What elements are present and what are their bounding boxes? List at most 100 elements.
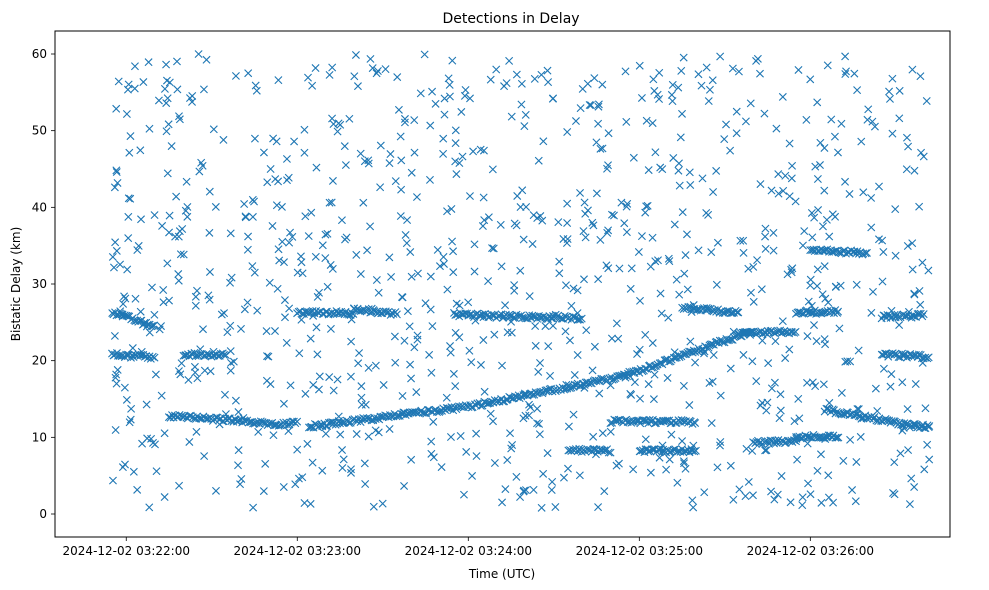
detection-point: [543, 449, 552, 458]
detection-point: [421, 299, 430, 308]
detection-point: [592, 138, 601, 147]
detection-point: [836, 281, 845, 290]
detection-point: [357, 382, 366, 391]
detection-point: [868, 287, 877, 296]
detection-point: [352, 250, 361, 259]
detection-point: [429, 453, 438, 462]
detection-point: [281, 313, 289, 322]
detection-point: [685, 401, 694, 410]
detection-point: [185, 94, 194, 103]
detection-point: [171, 232, 180, 241]
detection-point: [670, 220, 679, 229]
detection-point: [254, 427, 263, 436]
detection-point: [764, 359, 773, 368]
detection-point: [831, 282, 840, 291]
detection-point: [563, 218, 572, 227]
detection-point: [519, 235, 528, 244]
detection-point: [574, 315, 583, 324]
detection-point: [183, 212, 192, 221]
detection-point: [364, 159, 373, 168]
detection-point: [496, 220, 505, 229]
detection-point: [517, 79, 526, 88]
detection-point: [428, 322, 437, 331]
detection-point: [154, 96, 163, 105]
detection-point: [150, 211, 159, 220]
detection-point: [667, 430, 676, 439]
detection-point: [126, 194, 135, 203]
detection-point: [236, 324, 245, 333]
detection-point: [219, 135, 228, 144]
detection-point: [674, 166, 683, 175]
detection-point: [426, 121, 435, 130]
detection-point: [470, 240, 479, 249]
detection-point: [400, 481, 409, 490]
detection-point: [598, 429, 607, 438]
detection-point: [752, 377, 761, 386]
detection-point: [273, 284, 282, 293]
detection-point: [818, 290, 827, 299]
detection-point: [367, 304, 376, 313]
detection-point: [633, 350, 642, 359]
detection-point: [554, 218, 563, 227]
detection-point: [688, 348, 697, 357]
detection-point: [770, 495, 779, 504]
detection-point: [637, 93, 646, 102]
detection-point: [644, 380, 653, 389]
detection-point: [853, 405, 862, 414]
detection-point: [445, 92, 454, 101]
detection-point: [318, 422, 327, 431]
detection-point: [266, 380, 275, 389]
detection-point: [240, 200, 249, 208]
detection-point: [206, 367, 215, 376]
detection-point: [609, 211, 618, 220]
detection-point: [138, 320, 147, 329]
detection-point: [227, 273, 236, 282]
detection-point: [120, 292, 129, 301]
detection-point: [732, 107, 741, 116]
detection-point: [211, 202, 220, 211]
detection-point: [664, 313, 673, 322]
detection-point: [387, 272, 396, 281]
detection-point: [825, 232, 834, 241]
detection-point: [110, 331, 119, 340]
detection-point: [525, 411, 534, 420]
detection-point: [702, 303, 711, 312]
detection-point: [823, 61, 832, 70]
detection-point: [448, 237, 457, 246]
detection-point: [925, 422, 934, 431]
detection-point: [626, 284, 635, 293]
detection-point: [124, 212, 133, 221]
detection-point: [811, 382, 820, 391]
detection-point: [853, 86, 862, 95]
detection-point: [112, 166, 121, 175]
detection-point: [124, 194, 133, 203]
detection-point: [546, 371, 555, 380]
detection-point: [191, 301, 200, 310]
detection-point: [615, 264, 624, 273]
detection-point: [786, 498, 795, 507]
detection-point: [433, 245, 442, 254]
detection-point: [536, 212, 545, 221]
detection-point: [407, 374, 416, 383]
detection-point: [625, 367, 634, 376]
detection-point: [903, 405, 912, 414]
detection-point: [405, 322, 414, 331]
detection-point: [761, 244, 770, 253]
detection-point: [783, 270, 792, 279]
detection-point: [309, 380, 318, 389]
detection-point: [126, 415, 135, 424]
detection-point: [124, 234, 133, 243]
detection-point: [364, 363, 373, 372]
detection-point: [297, 315, 306, 324]
detection-point: [416, 89, 425, 98]
detection-point: [734, 67, 743, 76]
detection-point: [341, 161, 350, 170]
detection-point: [321, 254, 330, 263]
detection-point: [406, 248, 415, 257]
detection-point: [486, 409, 495, 418]
detection-point: [820, 262, 829, 271]
detection-point: [650, 370, 659, 379]
detection-point: [575, 471, 584, 480]
detection-point: [145, 328, 154, 337]
